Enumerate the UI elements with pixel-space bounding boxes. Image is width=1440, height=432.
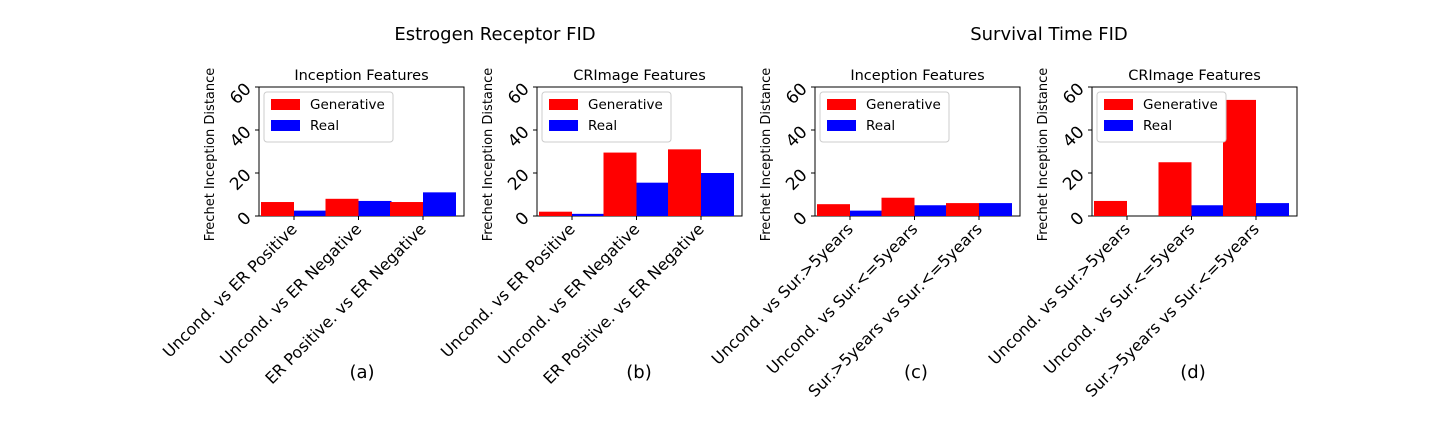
y-tick-label: 60 <box>504 79 533 108</box>
y-tick-label: 20 <box>782 165 811 194</box>
panels: Inception Features Frechet Inception Dist… <box>159 68 1298 401</box>
legend-label: Generative <box>1143 97 1218 113</box>
legend: Generative Real <box>541 91 672 143</box>
legend: Generative Real <box>1096 91 1227 143</box>
legend: Generative Real <box>263 91 394 143</box>
y-tick-label: 40 <box>782 122 811 151</box>
panel-label: (d) <box>1180 362 1205 383</box>
legend-swatch-generative <box>827 99 856 110</box>
chart-panel: Inception Features Frechet Inception Dist… <box>159 68 465 388</box>
y-axis-label: Frechet Inception Distance <box>759 68 774 242</box>
panel-label: (b) <box>626 362 651 383</box>
bar-generative <box>668 149 701 216</box>
bar-generative <box>1094 200 1127 216</box>
y-tick-label: 0 <box>1067 208 1089 230</box>
y-tick-label: 20 <box>504 165 533 194</box>
y-tick-label: 60 <box>226 79 255 108</box>
bar-real <box>636 182 670 216</box>
chart-panel: Inception Features Frechet Inception Dist… <box>708 68 1021 401</box>
bar-real <box>701 173 734 216</box>
legend-label: Generative <box>588 97 663 113</box>
y-tick-label: 0 <box>790 208 812 230</box>
bar-generative <box>946 203 979 216</box>
y-axis-label: Frechet Inception Distance <box>203 68 218 242</box>
legend-swatch-generative <box>271 99 300 110</box>
bar-generative <box>390 202 423 216</box>
bar-real <box>979 203 1012 216</box>
group-title-right: Survival Time FID <box>970 24 1128 45</box>
legend-swatch-generative <box>1104 99 1133 110</box>
bar-generative <box>603 152 637 216</box>
legend-swatch-real <box>271 120 300 131</box>
y-tick-label: 60 <box>1059 79 1088 108</box>
y-tick-label: 20 <box>1059 165 1088 194</box>
legend-label: Real <box>588 118 617 134</box>
panel-title: Inception Features <box>850 68 984 84</box>
y-axis-label: Frechet Inception Distance <box>481 68 496 242</box>
bar-real <box>358 200 392 216</box>
y-tick-label: 40 <box>226 122 255 151</box>
bar-generative <box>817 204 850 216</box>
y-axis-label: Frechet Inception Distance <box>1036 68 1051 242</box>
legend-label: Generative <box>310 97 385 113</box>
legend-label: Real <box>1143 118 1172 134</box>
bar-real <box>1256 203 1289 216</box>
legend: Generative Real <box>819 91 950 143</box>
bar-generative <box>325 198 359 216</box>
legend-label: Real <box>866 118 895 134</box>
bar-real <box>423 192 456 216</box>
legend-label: Generative <box>866 97 941 113</box>
y-tick-label: 40 <box>504 122 533 151</box>
bar-generative <box>539 211 572 216</box>
panel-label: (a) <box>349 362 374 383</box>
bar-real <box>850 210 883 216</box>
panel-title: CRImage Features <box>1128 68 1261 84</box>
bar-real <box>914 205 948 216</box>
panel-title: Inception Features <box>294 68 428 84</box>
panel-label: (c) <box>904 362 928 383</box>
chart-panel: CRImage Features Frechet Inception Distan… <box>437 68 743 388</box>
y-tick-label: 60 <box>782 79 811 108</box>
bar-generative <box>1223 99 1256 216</box>
y-tick-label: 40 <box>1059 122 1088 151</box>
panel-title: CRImage Features <box>573 68 706 84</box>
bar-generative <box>261 202 294 216</box>
bar-real <box>572 213 605 216</box>
legend-swatch-generative <box>549 99 578 110</box>
legend-label: Real <box>310 118 339 134</box>
bar-real <box>1191 205 1225 216</box>
bar-generative <box>1158 162 1192 216</box>
y-tick-label: 20 <box>226 165 255 194</box>
y-tick-label: 0 <box>234 208 256 230</box>
bar-generative <box>881 197 915 216</box>
chart-panel: CRImage Features Frechet Inception Distan… <box>985 68 1298 401</box>
bar-real <box>294 210 327 216</box>
legend-swatch-real <box>549 120 578 131</box>
legend-swatch-real <box>827 120 856 131</box>
legend-swatch-real <box>1104 120 1133 131</box>
group-title-left: Estrogen Receptor FID <box>394 24 595 45</box>
y-tick-label: 0 <box>512 208 534 230</box>
